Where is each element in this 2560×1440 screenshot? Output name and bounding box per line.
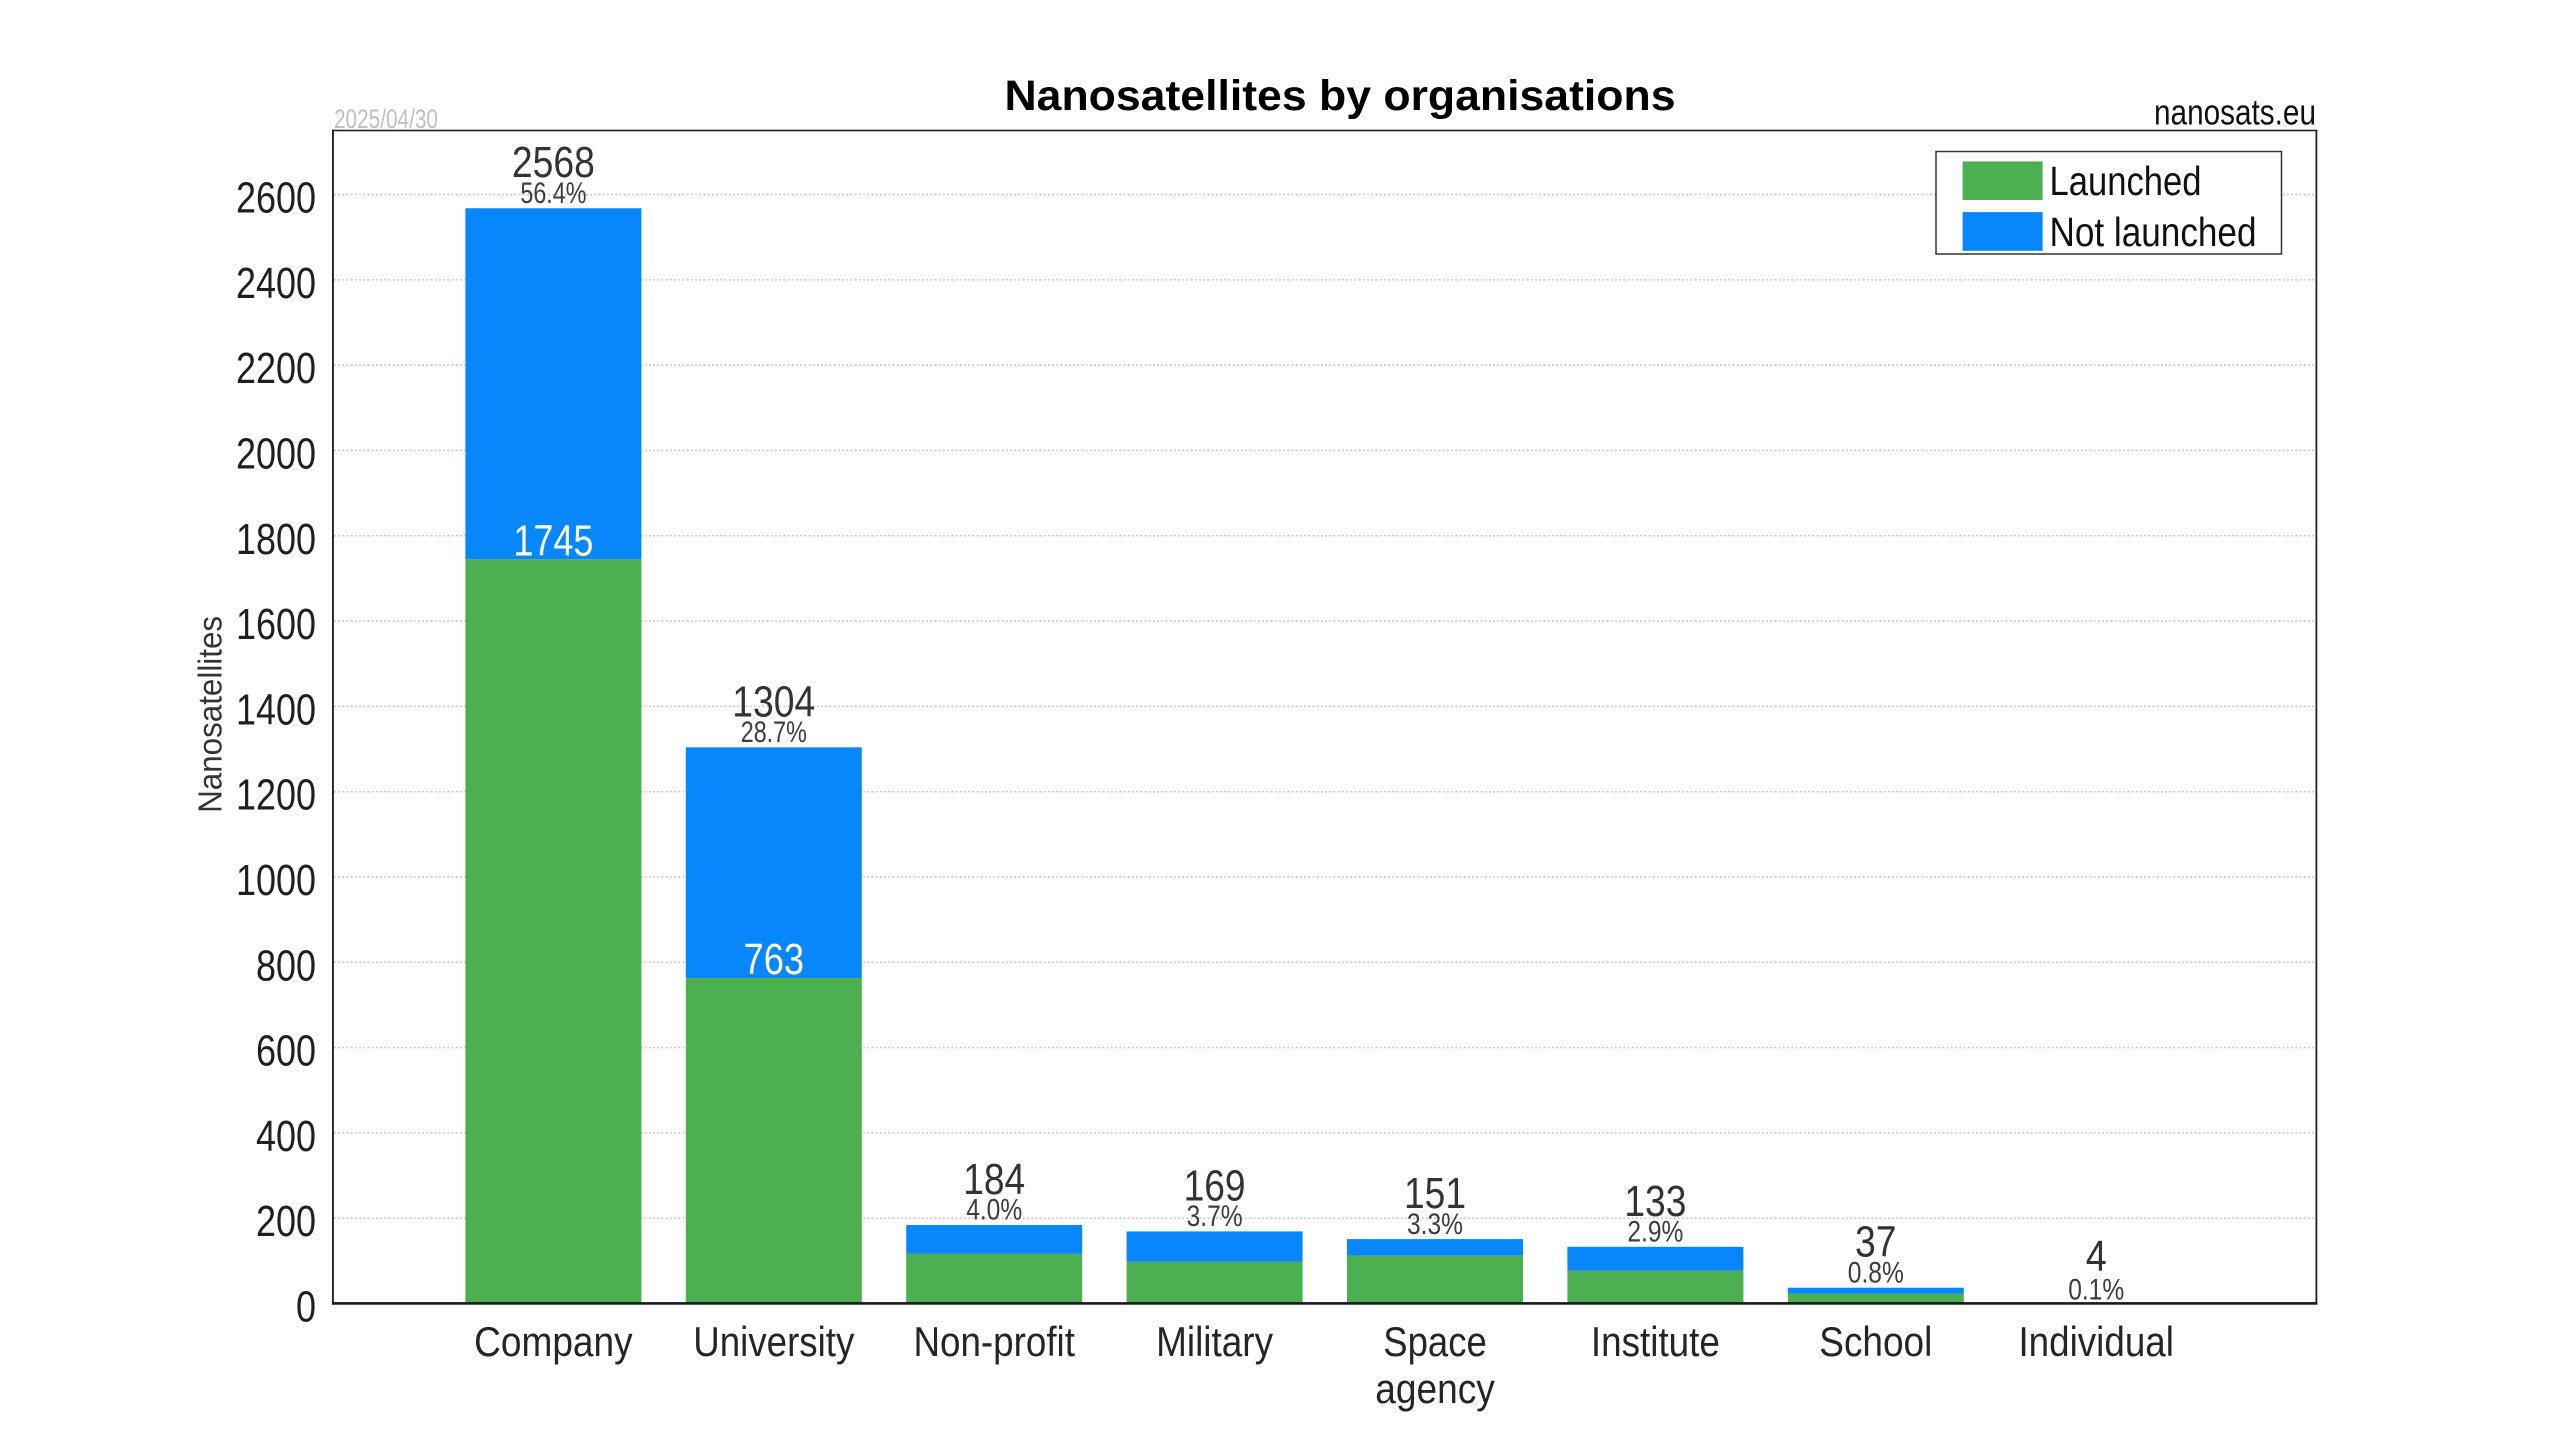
svg-text:4.0%: 4.0%	[966, 1194, 1022, 1227]
svg-text:1200: 1200	[236, 771, 316, 820]
svg-text:Nanosatellites: Nanosatellites	[192, 616, 229, 813]
svg-text:agency: agency	[1375, 1365, 1495, 1412]
svg-text:1800: 1800	[236, 515, 316, 564]
svg-text:28.7%: 28.7%	[741, 716, 807, 749]
svg-text:0: 0	[296, 1283, 316, 1332]
svg-text:Company: Company	[474, 1318, 633, 1365]
svg-text:184: 184	[963, 1155, 1025, 1204]
svg-text:School: School	[1819, 1318, 1932, 1365]
svg-text:0.8%: 0.8%	[1848, 1256, 1904, 1289]
svg-text:Nanosatellites by organisation: Nanosatellites by organisations	[1005, 72, 1676, 120]
svg-text:133: 133	[1624, 1177, 1686, 1226]
svg-text:Not launched: Not launched	[2050, 209, 2257, 255]
svg-text:Non-profit: Non-profit	[913, 1318, 1075, 1365]
svg-text:2.9%: 2.9%	[1627, 1216, 1683, 1249]
svg-text:151: 151	[1404, 1169, 1466, 1218]
svg-text:nanosats.eu: nanosats.eu	[2154, 92, 2316, 133]
svg-text:University: University	[693, 1318, 854, 1365]
svg-text:1304: 1304	[732, 677, 815, 726]
svg-text:3.7%: 3.7%	[1187, 1200, 1243, 1233]
svg-text:3.3%: 3.3%	[1407, 1208, 1463, 1241]
svg-text:2400: 2400	[236, 259, 316, 308]
svg-text:56.4%: 56.4%	[520, 177, 586, 210]
svg-text:2200: 2200	[236, 344, 316, 393]
svg-text:1000: 1000	[236, 856, 316, 905]
svg-text:800: 800	[256, 941, 316, 990]
svg-text:Military: Military	[1156, 1318, 1273, 1365]
svg-text:Individual: Individual	[2018, 1318, 2174, 1365]
svg-text:2600: 2600	[236, 174, 316, 223]
svg-text:Launched: Launched	[2050, 158, 2202, 204]
svg-text:2025/04/30: 2025/04/30	[334, 104, 438, 134]
svg-text:37: 37	[1855, 1218, 1897, 1267]
svg-text:1745: 1745	[513, 516, 593, 565]
svg-text:600: 600	[256, 1027, 316, 1076]
svg-text:2568: 2568	[512, 138, 595, 187]
svg-text:4: 4	[2086, 1232, 2107, 1281]
svg-text:169: 169	[1184, 1161, 1246, 1210]
svg-text:Institute: Institute	[1591, 1318, 1720, 1365]
svg-text:1400: 1400	[236, 685, 316, 734]
svg-text:400: 400	[256, 1112, 316, 1161]
svg-text:0.1%: 0.1%	[2068, 1273, 2124, 1306]
svg-text:200: 200	[256, 1197, 316, 1246]
svg-text:Space: Space	[1383, 1318, 1487, 1365]
svg-text:1600: 1600	[236, 600, 316, 649]
svg-text:763: 763	[744, 935, 805, 984]
svg-text:2000: 2000	[236, 430, 316, 479]
